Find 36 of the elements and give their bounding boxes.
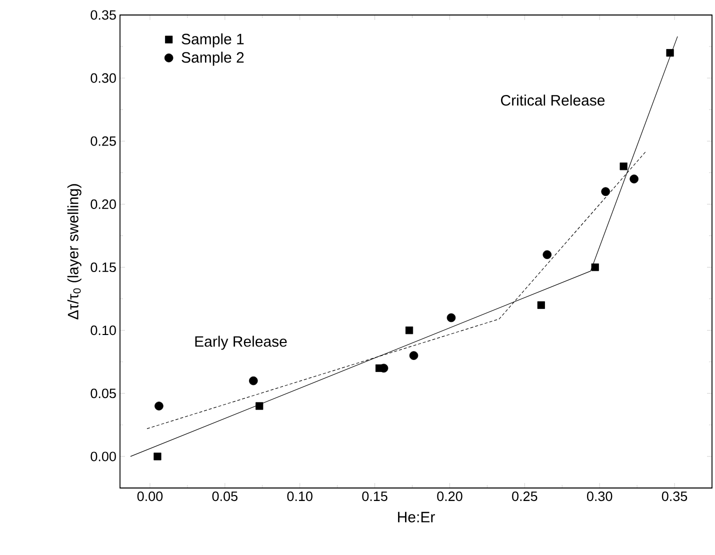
point [630, 174, 638, 184]
annotation: Early Release [195, 336, 287, 350]
x-axis-title: He:Er [398, 512, 435, 522]
legend-label: Sample 2 [182, 52, 244, 66]
x-tick-label: 0.00 [137, 492, 163, 502]
x-tick-label: 0.15 [362, 492, 388, 502]
point [446, 313, 456, 322]
y-tick-label: 0.10 [90, 326, 116, 336]
point [601, 187, 610, 196]
point [537, 301, 545, 309]
x-tick-label: 0.35 [662, 492, 688, 502]
point [256, 402, 264, 410]
x-tick-label: 0.25 [512, 492, 538, 502]
point [405, 326, 414, 334]
point [409, 351, 418, 360]
point [248, 376, 258, 386]
y-tick-label: 0.00 [90, 452, 116, 462]
y-tick-label: 0.15 [90, 262, 116, 272]
point [620, 162, 628, 170]
y-tick-label: 0.20 [90, 199, 116, 209]
y-tick-label: 0.05 [90, 388, 116, 398]
x-tick-label: 0.20 [437, 492, 462, 502]
x-tick-label: 0.10 [287, 492, 312, 502]
y-tick-label: 0.35 [90, 10, 116, 20]
point [591, 263, 599, 272]
point [154, 402, 164, 410]
annotation: Critical Release [501, 94, 605, 106]
x-tick-label: 0.05 [212, 492, 238, 502]
y-tick-label: 0.30 [90, 73, 116, 83]
point [666, 49, 674, 57]
y-tick-label: 0.25 [90, 136, 116, 146]
y-axis-title: Δτ/τ$_{0}$ (layer swelling) [67, 184, 82, 320]
x-tick-label: 0.30 [586, 492, 612, 502]
point [542, 250, 552, 260]
legend-label: Sample 1 [182, 33, 244, 48]
point [154, 452, 162, 460]
